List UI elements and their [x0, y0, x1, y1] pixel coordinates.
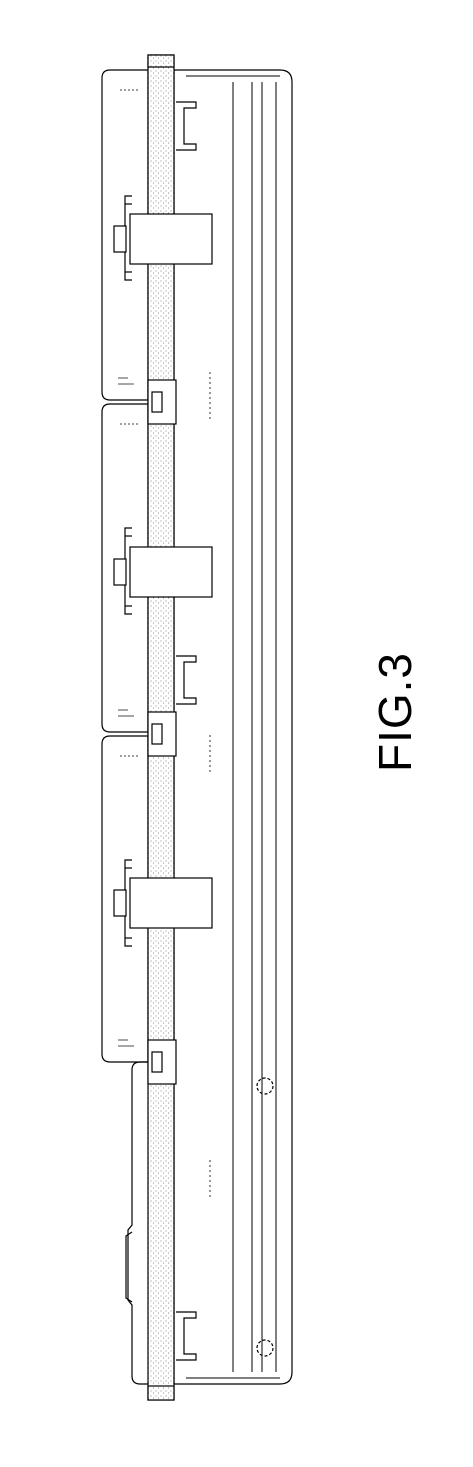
clamp-block-3: [130, 878, 212, 928]
rail-cap-top: [148, 55, 174, 67]
left-bracket-2: [114, 528, 132, 614]
right-u-bracket-3: [176, 1312, 196, 1360]
clamp-block-1: [130, 214, 212, 264]
right-u-bracket-2: [176, 656, 196, 704]
figure-caption: FIG.3: [368, 652, 422, 772]
joint-block-3: [148, 1040, 176, 1084]
rail-cap-bottom: [148, 1386, 174, 1400]
fastener-circle-2: [257, 1340, 273, 1356]
clamp-block-2: [130, 547, 212, 597]
center-marks: [205, 228, 210, 1200]
joint-block-1: [148, 380, 176, 424]
right-u-bracket-1: [176, 102, 196, 150]
lower-left-housing: [128, 1062, 148, 1384]
housing-inner-lines: [186, 76, 280, 1378]
left-bracket-1: [114, 196, 132, 280]
joint-block-2: [148, 712, 176, 756]
fastener-circle-1: [257, 1078, 273, 1094]
left-bracket-3: [114, 860, 132, 946]
lower-tab: [126, 1232, 132, 1302]
